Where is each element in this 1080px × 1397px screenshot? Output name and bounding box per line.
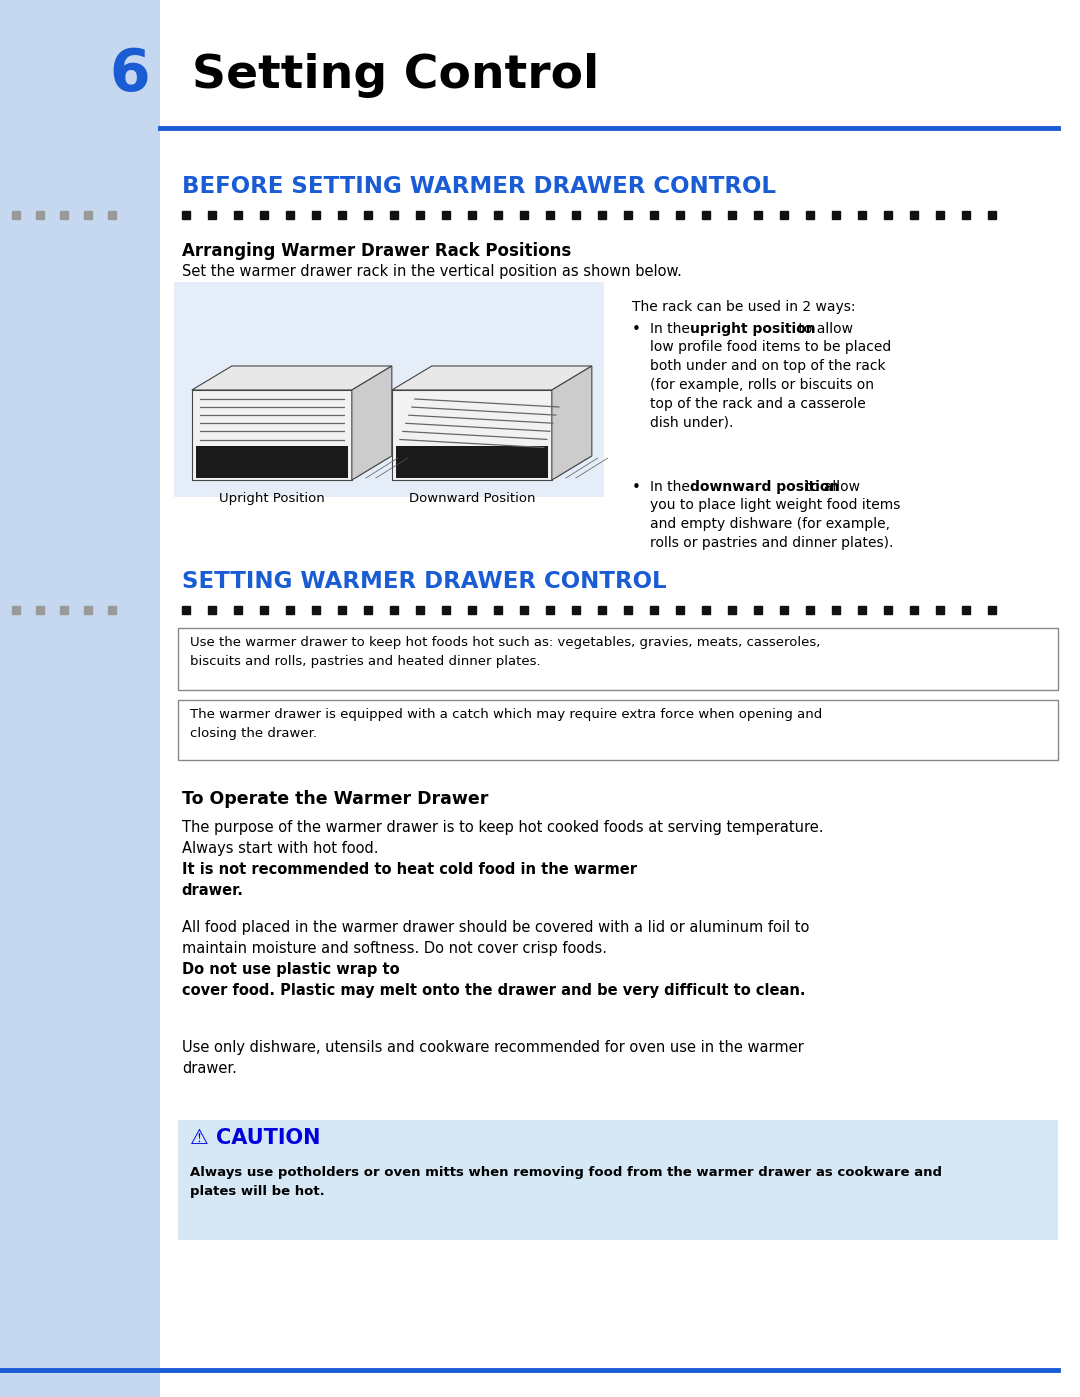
Text: The purpose of the warmer drawer is to keep hot cooked foods at serving temperat: The purpose of the warmer drawer is to k… <box>181 820 823 856</box>
Text: In the: In the <box>650 321 694 337</box>
Text: ⚠ CAUTION: ⚠ CAUTION <box>190 1127 321 1148</box>
Text: •: • <box>632 481 640 495</box>
Text: BEFORE SETTING WARMER DRAWER CONTROL: BEFORE SETTING WARMER DRAWER CONTROL <box>181 175 775 198</box>
Text: Always use potholders or oven mitts when removing food from the warmer drawer as: Always use potholders or oven mitts when… <box>190 1166 942 1197</box>
Bar <box>174 282 604 497</box>
Text: Set the warmer drawer rack in the vertical position as shown below.: Set the warmer drawer rack in the vertic… <box>181 264 681 279</box>
Text: to allow: to allow <box>801 481 860 495</box>
Text: To Operate the Warmer Drawer: To Operate the Warmer Drawer <box>181 789 488 807</box>
Bar <box>178 629 1058 690</box>
Text: The rack can be used in 2 ways:: The rack can be used in 2 ways: <box>632 300 855 314</box>
Text: you to place light weight food items
and empty dishware (for example,
rolls or p: you to place light weight food items and… <box>650 497 901 550</box>
Text: Do not use plastic wrap to
cover food. Plastic may melt onto the drawer and be v: Do not use plastic wrap to cover food. P… <box>181 963 806 997</box>
Polygon shape <box>352 366 392 481</box>
Text: low profile food items to be placed
both under and on top of the rack
(for examp: low profile food items to be placed both… <box>650 339 891 430</box>
Text: downward position: downward position <box>690 481 840 495</box>
Text: 6: 6 <box>109 46 150 103</box>
Polygon shape <box>192 390 352 481</box>
Text: Arranging Warmer Drawer Rack Positions: Arranging Warmer Drawer Rack Positions <box>181 242 571 260</box>
Text: Setting Control: Setting Control <box>192 53 599 98</box>
Bar <box>0 0 160 1397</box>
Polygon shape <box>396 446 548 478</box>
Text: Upright Position: Upright Position <box>219 492 325 504</box>
Text: All food placed in the warmer drawer should be covered with a lid or aluminum fo: All food placed in the warmer drawer sho… <box>181 921 809 956</box>
Text: •: • <box>632 321 640 337</box>
Text: Downward Position: Downward Position <box>408 492 535 504</box>
Polygon shape <box>195 446 348 478</box>
Polygon shape <box>392 390 552 481</box>
Text: The warmer drawer is equipped with a catch which may require extra force when op: The warmer drawer is equipped with a cat… <box>190 708 822 739</box>
Text: Use the warmer drawer to keep hot foods hot such as: vegetables, gravies, meats,: Use the warmer drawer to keep hot foods … <box>190 636 820 668</box>
Text: SETTING WARMER DRAWER CONTROL: SETTING WARMER DRAWER CONTROL <box>181 570 666 592</box>
Text: to allow: to allow <box>795 321 853 337</box>
Polygon shape <box>552 366 592 481</box>
Text: Use only dishware, utensils and cookware recommended for oven use in the warmer
: Use only dishware, utensils and cookware… <box>181 1039 804 1076</box>
Polygon shape <box>392 366 592 390</box>
Bar <box>178 700 1058 760</box>
Text: In the: In the <box>650 481 694 495</box>
Polygon shape <box>192 366 392 390</box>
Bar <box>178 1120 1058 1241</box>
Text: upright position: upright position <box>690 321 816 337</box>
Text: It is not recommended to heat cold food in the warmer
drawer.: It is not recommended to heat cold food … <box>181 862 637 898</box>
